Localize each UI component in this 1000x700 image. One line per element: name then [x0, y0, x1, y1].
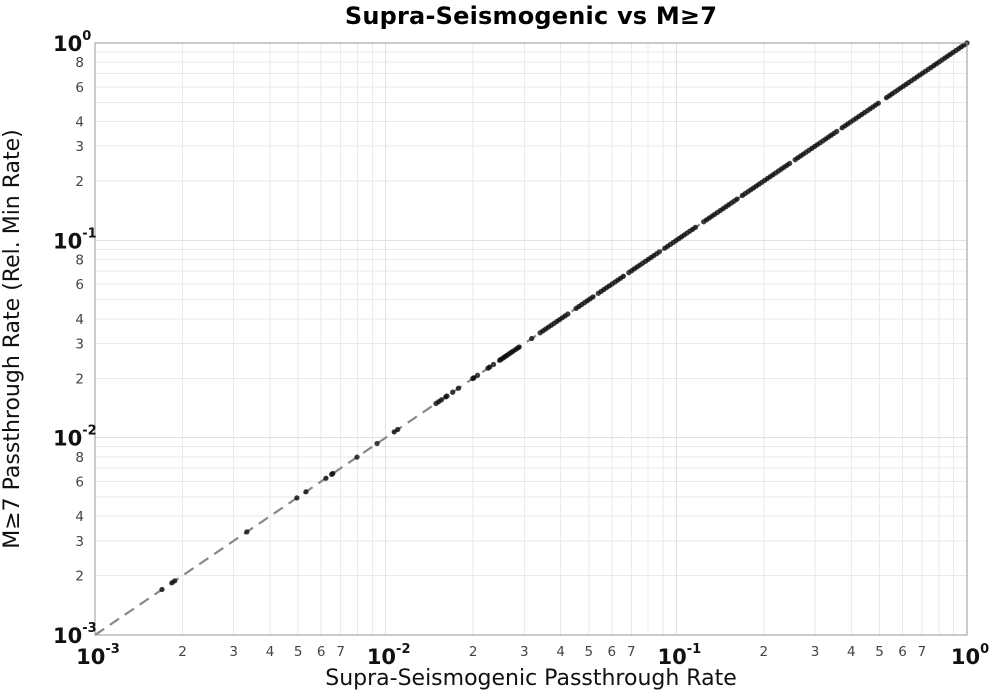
y-minor-tick-label: 6 — [75, 474, 84, 490]
data-point — [529, 335, 535, 342]
x-minor-tick-label: 2 — [178, 644, 187, 660]
x-major-tick-label: 10-3 — [76, 642, 120, 669]
y-axis-label: M≥7 Passthrough Rate (Rel. Min Rate) — [0, 129, 25, 549]
y-major-tick-label: 10-3 — [53, 621, 97, 648]
y-minor-tick-label: 8 — [75, 450, 84, 466]
x-major-tick-label: 10-2 — [367, 642, 411, 669]
x-minor-tick-label: 3 — [811, 644, 820, 660]
data-point — [834, 128, 840, 135]
x-minor-tick-label: 4 — [556, 644, 565, 660]
x-minor-tick-label: 7 — [336, 644, 345, 660]
data-point — [244, 529, 250, 535]
x-major-tick-label: 100 — [951, 642, 989, 669]
data-point — [786, 160, 793, 167]
y-minor-tick-label: 4 — [75, 509, 84, 525]
x-minor-tick-label: 7 — [918, 644, 927, 660]
data-point — [516, 344, 522, 350]
x-major-tick-label: 10-1 — [657, 642, 701, 669]
data-point — [656, 249, 662, 255]
x-minor-tick-label: 2 — [469, 644, 478, 660]
data-point — [565, 311, 571, 317]
x-minor-tick-label: 6 — [317, 644, 326, 660]
data-point — [490, 361, 497, 368]
y-minor-tick-label: 3 — [75, 139, 84, 155]
data-point — [294, 495, 300, 501]
data-point — [474, 372, 481, 378]
x-minor-tick-label: 5 — [585, 644, 594, 660]
data-point — [875, 100, 881, 106]
y-minor-tick-label: 4 — [75, 312, 84, 328]
data-point — [159, 586, 165, 593]
y-minor-tick-label: 6 — [75, 80, 84, 96]
data-point — [172, 578, 178, 584]
y-minor-tick-label: 2 — [75, 569, 84, 585]
data-point — [455, 385, 462, 391]
y-minor-tick-label: 3 — [75, 534, 84, 550]
data-point — [450, 389, 456, 395]
x-minor-tick-label: 5 — [875, 644, 884, 660]
data-point — [395, 426, 401, 433]
data-point — [590, 294, 596, 300]
x-axis-label: Supra-Seismogenic Passthrough Rate — [325, 666, 737, 691]
y-minor-tick-label: 4 — [75, 115, 84, 131]
x-minor-tick-label: 3 — [229, 644, 238, 660]
y-major-tick-label: 10-1 — [53, 226, 97, 253]
data-point — [438, 397, 445, 403]
x-minor-tick-label: 6 — [898, 644, 907, 660]
data-point — [323, 475, 329, 481]
x-minor-tick-label: 6 — [608, 644, 617, 660]
data-point — [444, 393, 450, 399]
x-minor-tick-label: 4 — [266, 644, 275, 660]
data-point — [471, 375, 477, 381]
x-minor-tick-label: 7 — [627, 644, 636, 660]
data-point — [374, 440, 380, 447]
y-minor-tick-label: 8 — [75, 252, 84, 268]
y-minor-tick-label: 8 — [75, 55, 84, 71]
y-minor-tick-label: 3 — [75, 337, 84, 353]
data-point — [354, 454, 360, 460]
data-point — [734, 196, 740, 202]
x-minor-tick-label: 3 — [520, 644, 529, 660]
data-point — [330, 470, 336, 477]
y-minor-tick-label: 2 — [75, 174, 84, 190]
chart-title: Supra-Seismogenic vs M≥7 — [344, 2, 718, 30]
data-point — [303, 489, 309, 495]
scatter-points — [159, 40, 970, 593]
x-minor-tick-label: 2 — [760, 644, 769, 660]
data-point — [620, 273, 626, 279]
x-minor-tick-label: 4 — [847, 644, 856, 660]
y-major-tick-label: 100 — [53, 29, 91, 56]
y-minor-tick-label: 6 — [75, 277, 84, 293]
y-minor-tick-label: 2 — [75, 371, 84, 387]
data-point — [692, 224, 699, 231]
plot-border — [94, 42, 968, 636]
data-point — [487, 364, 493, 370]
x-minor-tick-label: 5 — [294, 644, 303, 660]
y-major-tick-label: 10-2 — [53, 424, 97, 451]
